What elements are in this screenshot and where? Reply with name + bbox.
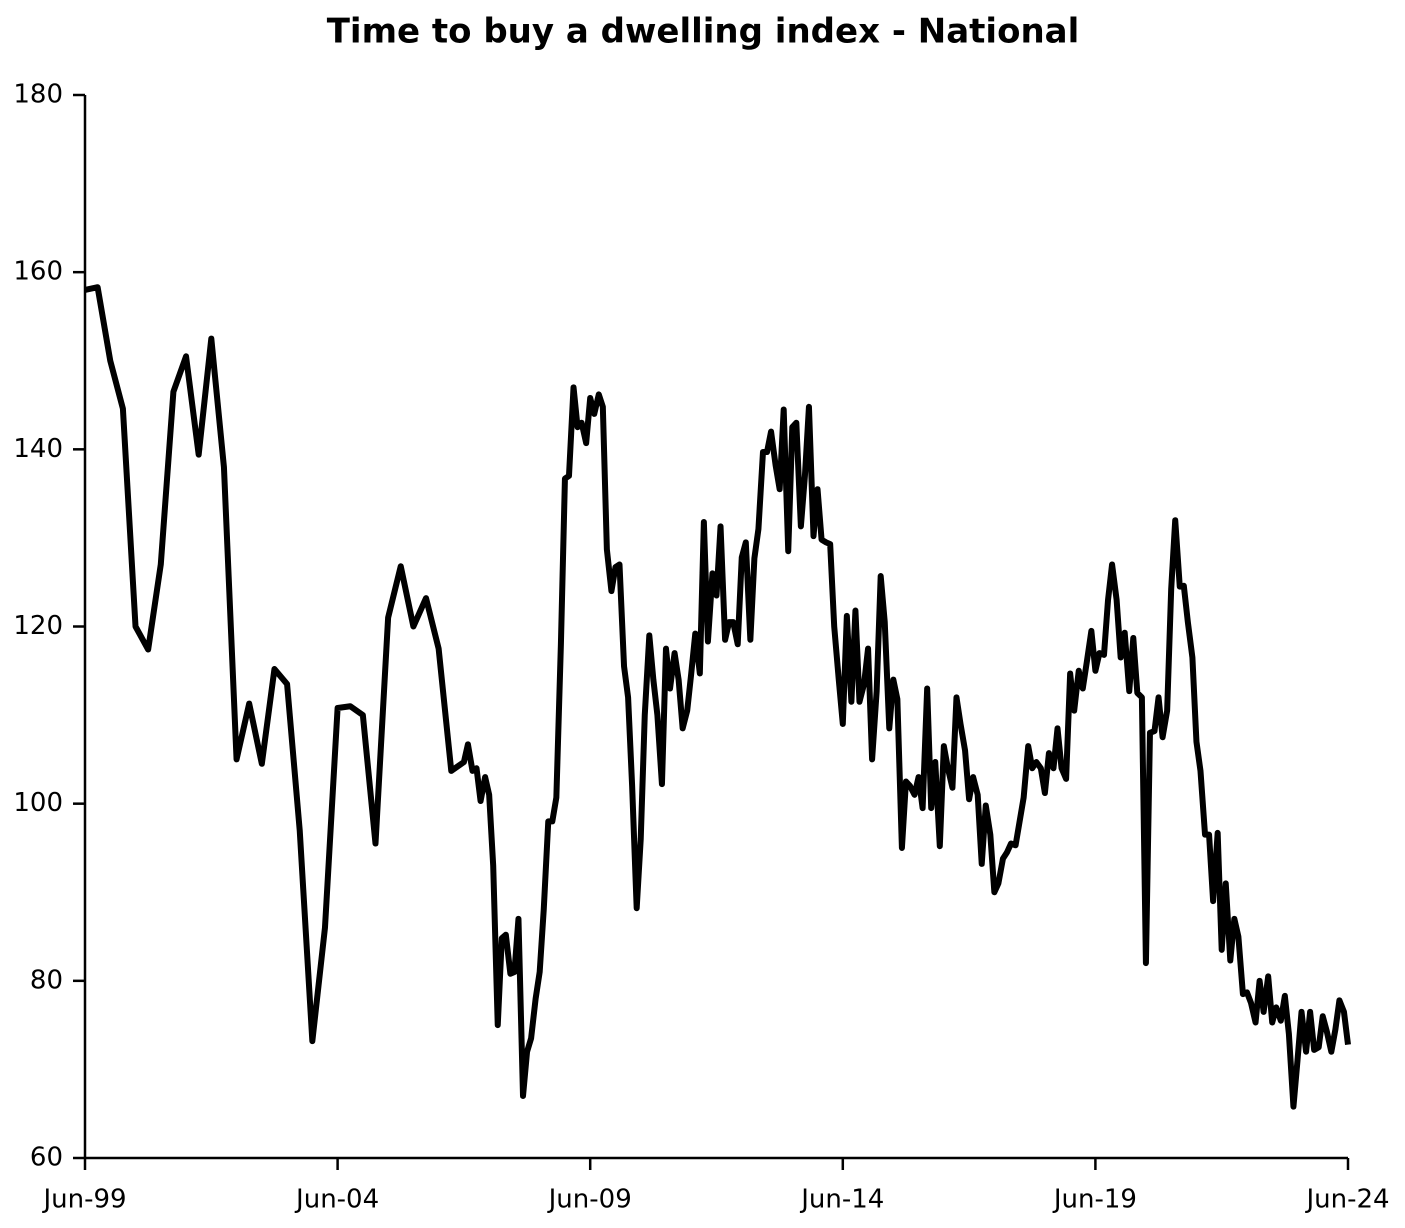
x-tick-label: Jun-04: [294, 1185, 379, 1215]
y-tick-label: 140: [13, 434, 63, 464]
data-line: [84, 284, 1351, 1110]
x-tick-label: Jun-24: [1304, 1185, 1389, 1215]
y-tick-label: 80: [30, 965, 63, 995]
x-tick-label: Jun-19: [1052, 1185, 1137, 1215]
chart-title: Time to buy a dwelling index - National: [327, 12, 1080, 52]
y-tick-label: 100: [13, 788, 63, 818]
x-tick-label: Jun-14: [799, 1185, 884, 1215]
y-tick-label: 180: [13, 80, 63, 110]
y-tick-label: 60: [30, 1143, 63, 1173]
y-tick-label: 160: [13, 257, 63, 287]
y-tick-label: 120: [13, 611, 63, 641]
x-tick-label: Jun-09: [547, 1185, 632, 1215]
x-tick-label: Jun-99: [41, 1185, 126, 1215]
